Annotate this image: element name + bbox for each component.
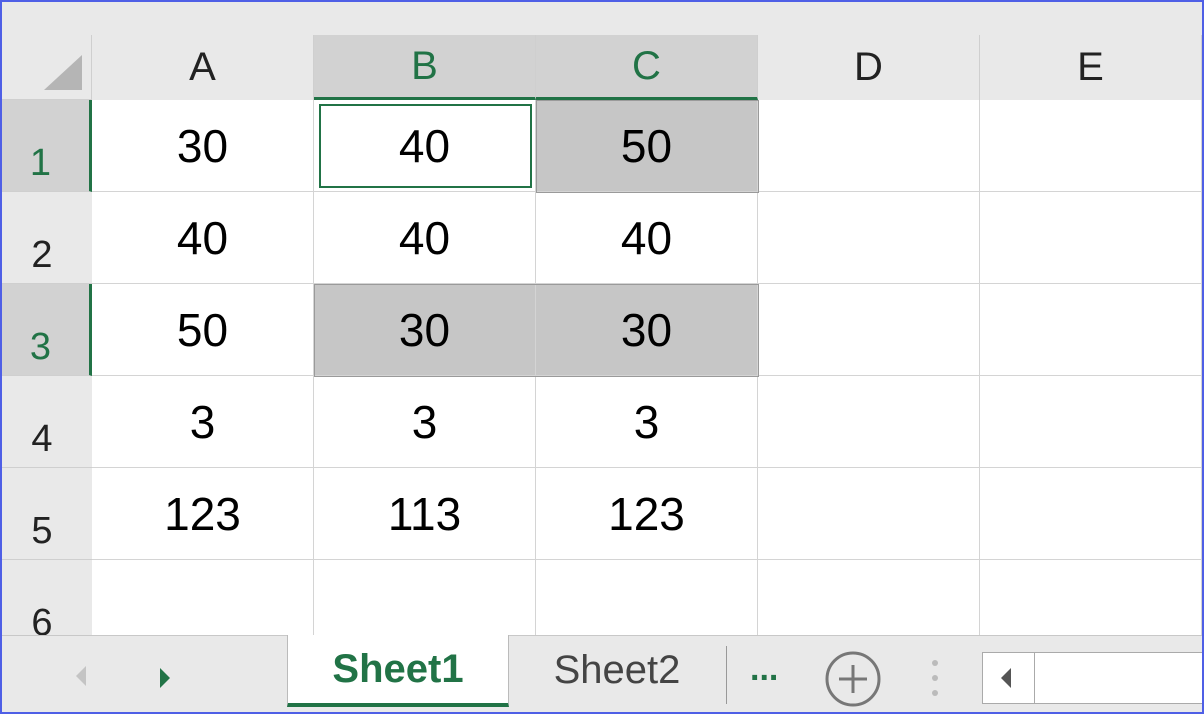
cell-a5[interactable]: 123: [92, 468, 314, 560]
cell-c5[interactable]: 123: [536, 468, 758, 560]
scroll-left-icon: [1001, 668, 1011, 688]
cell-b3[interactable]: 30: [314, 284, 536, 376]
tab-sheet2-label: Sheet2: [553, 647, 681, 692]
row-header-3[interactable]: 3: [2, 284, 92, 376]
tab-divider: [726, 646, 727, 704]
row-header-2[interactable]: 2: [2, 192, 92, 284]
horizontal-scrollbar[interactable]: [982, 652, 1202, 704]
cell-c1[interactable]: 50: [536, 100, 758, 192]
scroll-tabs-right-icon[interactable]: [158, 666, 172, 690]
cell-d2[interactable]: [758, 192, 980, 284]
select-all-icon: [44, 55, 82, 90]
cell-e5[interactable]: [980, 468, 1202, 560]
cell-c3[interactable]: 30: [536, 284, 758, 376]
cell-a1[interactable]: 30: [92, 100, 314, 192]
cell-c2[interactable]: 40: [536, 192, 758, 284]
row-header-1[interactable]: 1: [2, 100, 92, 192]
row-header-4[interactable]: 4: [2, 376, 92, 468]
cell-b4[interactable]: 3: [314, 376, 536, 468]
cell-d3[interactable]: [758, 284, 980, 376]
column-header-d[interactable]: D: [758, 35, 980, 100]
cell-d1[interactable]: [758, 100, 980, 192]
tab-splitter-handle[interactable]: [930, 658, 940, 698]
sheet-tab-bar: Sheet1 Sheet2 ...: [2, 635, 1202, 712]
cell-b1[interactable]: 40: [314, 100, 536, 192]
cell-b5[interactable]: 113: [314, 468, 536, 560]
column-header-b[interactable]: B: [314, 35, 536, 100]
cell-e2[interactable]: [980, 192, 1202, 284]
cell-e4[interactable]: [980, 376, 1202, 468]
tab-sheet1-label: Sheet1: [332, 646, 464, 691]
tab-sheet2[interactable]: Sheet2: [512, 636, 722, 704]
tab-sheet1[interactable]: Sheet1: [287, 635, 509, 707]
cell-a3[interactable]: 50: [92, 284, 314, 376]
cell-b2[interactable]: 40: [314, 192, 536, 284]
cell-c4[interactable]: 3: [536, 376, 758, 468]
row-header-5[interactable]: 5: [2, 468, 92, 560]
column-header-c[interactable]: C: [536, 35, 758, 100]
cell-d5[interactable]: [758, 468, 980, 560]
cell-d4[interactable]: [758, 376, 980, 468]
select-all-button[interactable]: [2, 35, 92, 100]
cell-a2[interactable]: 40: [92, 192, 314, 284]
column-header-e[interactable]: E: [980, 35, 1202, 100]
more-tabs-button[interactable]: ...: [750, 650, 779, 688]
scroll-tabs-left-icon[interactable]: [74, 664, 88, 688]
column-header-a[interactable]: A: [92, 35, 314, 100]
cell-a4[interactable]: 3: [92, 376, 314, 468]
scroll-left-button[interactable]: [983, 653, 1035, 703]
add-sheet-icon[interactable]: [824, 650, 882, 708]
cell-e3[interactable]: [980, 284, 1202, 376]
cell-e1[interactable]: [980, 100, 1202, 192]
